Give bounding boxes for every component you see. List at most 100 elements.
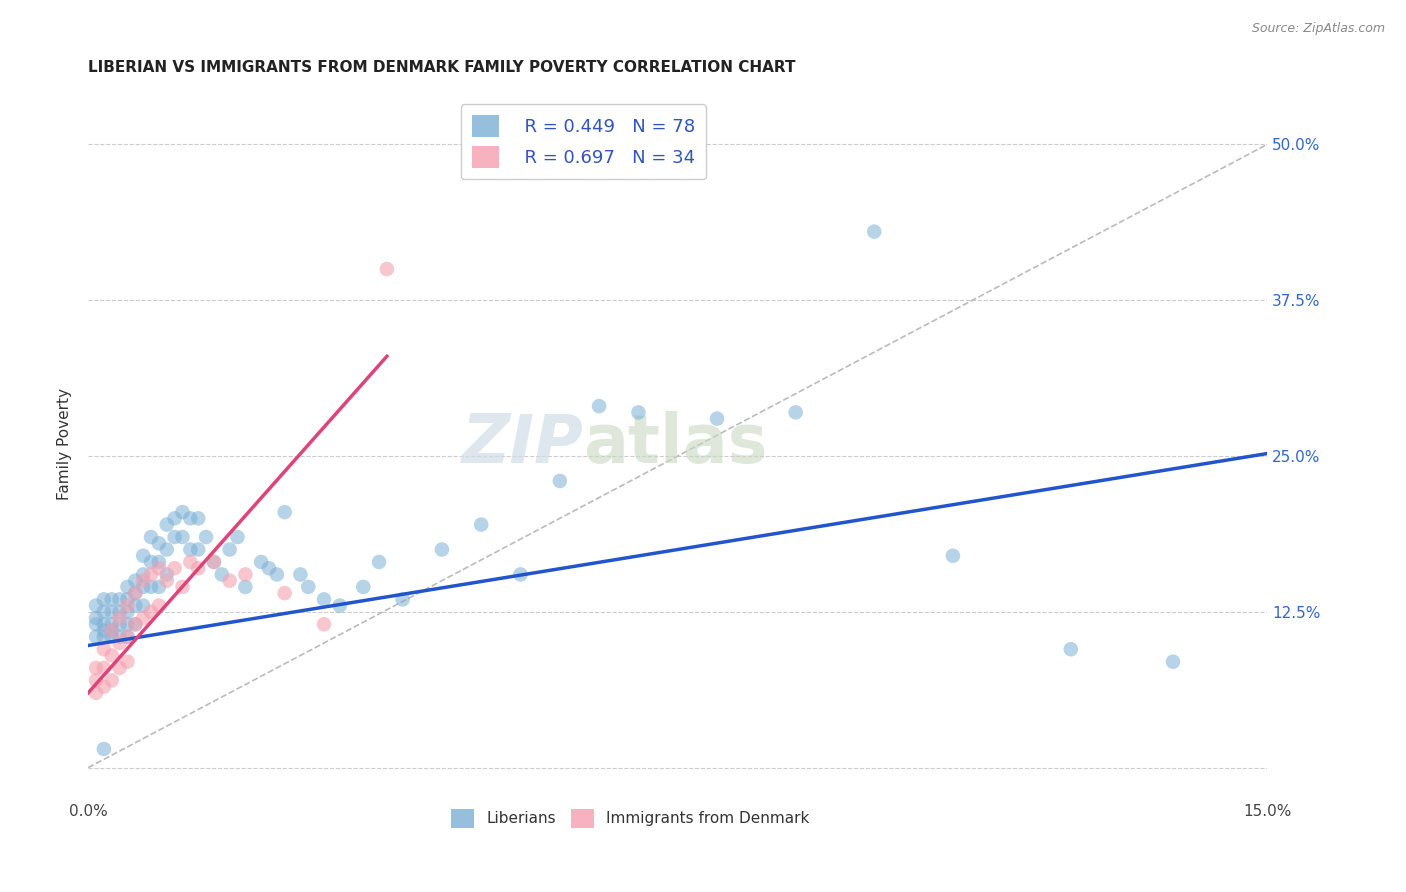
Point bbox=[108, 636, 131, 650]
Y-axis label: Family Poverty: Family Poverty bbox=[58, 387, 72, 500]
Point bbox=[84, 673, 107, 688]
Point bbox=[312, 592, 335, 607]
Point bbox=[124, 599, 146, 613]
Point bbox=[706, 411, 728, 425]
Point bbox=[785, 405, 807, 419]
Point bbox=[139, 605, 162, 619]
Point bbox=[132, 580, 155, 594]
Point bbox=[297, 580, 319, 594]
Point bbox=[132, 611, 155, 625]
Point bbox=[108, 592, 131, 607]
Point bbox=[430, 542, 453, 557]
Point bbox=[179, 542, 201, 557]
Point bbox=[117, 599, 139, 613]
Point bbox=[163, 511, 186, 525]
Point bbox=[132, 599, 155, 613]
Point bbox=[187, 511, 209, 525]
Point bbox=[117, 617, 139, 632]
Point bbox=[172, 505, 194, 519]
Point bbox=[124, 617, 146, 632]
Point bbox=[132, 574, 155, 588]
Point bbox=[218, 542, 240, 557]
Point bbox=[172, 580, 194, 594]
Point bbox=[329, 599, 352, 613]
Point bbox=[132, 549, 155, 563]
Point bbox=[148, 561, 170, 575]
Text: ZIP: ZIP bbox=[461, 410, 583, 476]
Point bbox=[139, 580, 162, 594]
Point bbox=[1060, 642, 1083, 657]
Point bbox=[156, 542, 179, 557]
Point bbox=[391, 592, 413, 607]
Point bbox=[588, 399, 610, 413]
Point bbox=[156, 567, 179, 582]
Point bbox=[257, 561, 280, 575]
Point bbox=[93, 630, 115, 644]
Point bbox=[93, 642, 115, 657]
Point bbox=[211, 567, 233, 582]
Point bbox=[84, 630, 107, 644]
Point bbox=[148, 536, 170, 550]
Point bbox=[132, 567, 155, 582]
Legend: Liberians, Immigrants from Denmark: Liberians, Immigrants from Denmark bbox=[446, 803, 815, 834]
Point bbox=[108, 661, 131, 675]
Point bbox=[226, 530, 249, 544]
Point bbox=[202, 555, 225, 569]
Text: LIBERIAN VS IMMIGRANTS FROM DENMARK FAMILY POVERTY CORRELATION CHART: LIBERIAN VS IMMIGRANTS FROM DENMARK FAMI… bbox=[89, 60, 796, 75]
Point bbox=[156, 574, 179, 588]
Point bbox=[124, 617, 146, 632]
Point bbox=[139, 567, 162, 582]
Point bbox=[548, 474, 571, 488]
Point bbox=[179, 555, 201, 569]
Point bbox=[187, 561, 209, 575]
Point bbox=[93, 592, 115, 607]
Point bbox=[148, 599, 170, 613]
Point bbox=[290, 567, 312, 582]
Point bbox=[368, 555, 391, 569]
Point bbox=[195, 530, 218, 544]
Point bbox=[124, 574, 146, 588]
Point bbox=[93, 742, 115, 756]
Point bbox=[117, 605, 139, 619]
Point bbox=[108, 605, 131, 619]
Point bbox=[100, 592, 122, 607]
Point bbox=[266, 567, 288, 582]
Point bbox=[117, 592, 139, 607]
Point bbox=[93, 617, 115, 632]
Point bbox=[100, 630, 122, 644]
Point bbox=[273, 505, 295, 519]
Point bbox=[100, 673, 122, 688]
Point bbox=[100, 617, 122, 632]
Point bbox=[93, 624, 115, 638]
Point bbox=[117, 580, 139, 594]
Point bbox=[187, 542, 209, 557]
Point bbox=[100, 605, 122, 619]
Point bbox=[124, 586, 146, 600]
Point bbox=[100, 624, 122, 638]
Point bbox=[156, 517, 179, 532]
Point bbox=[509, 567, 531, 582]
Point bbox=[108, 630, 131, 644]
Point bbox=[117, 630, 139, 644]
Point bbox=[1161, 655, 1184, 669]
Point bbox=[148, 555, 170, 569]
Point bbox=[470, 517, 492, 532]
Point bbox=[117, 655, 139, 669]
Point bbox=[84, 686, 107, 700]
Point bbox=[84, 661, 107, 675]
Point bbox=[375, 262, 398, 277]
Text: Source: ZipAtlas.com: Source: ZipAtlas.com bbox=[1251, 22, 1385, 36]
Point bbox=[163, 530, 186, 544]
Point bbox=[202, 555, 225, 569]
Point bbox=[172, 530, 194, 544]
Point bbox=[84, 611, 107, 625]
Point bbox=[108, 611, 131, 625]
Point bbox=[139, 530, 162, 544]
Point bbox=[273, 586, 295, 600]
Point bbox=[163, 561, 186, 575]
Point bbox=[84, 617, 107, 632]
Point bbox=[84, 599, 107, 613]
Point bbox=[108, 617, 131, 632]
Point bbox=[117, 630, 139, 644]
Point bbox=[352, 580, 374, 594]
